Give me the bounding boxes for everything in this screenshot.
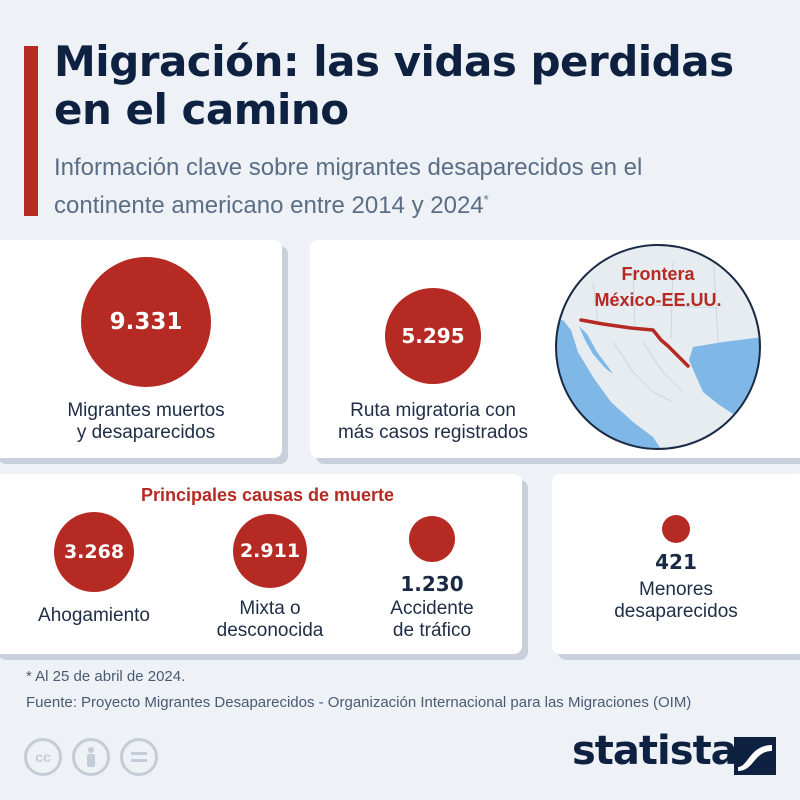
cause-traffic-value: 1.230 — [400, 572, 464, 596]
page-title: Migración: las vidas perdidas en el cami… — [54, 37, 734, 134]
cause-traffic-circle — [409, 516, 455, 562]
total-value: 9.331 — [109, 309, 183, 335]
attribution-icon[interactable] — [72, 738, 110, 776]
statista-logo[interactable]: statista — [572, 728, 738, 774]
route-value: 5.295 — [401, 324, 465, 348]
subtitle-text: Información clave sobre migrantes desapa… — [54, 154, 643, 219]
total-label-line1: Migrantes muertos — [67, 400, 225, 421]
minors-label-line2: desaparecidos — [614, 601, 738, 622]
title-accent-bar — [24, 46, 38, 216]
route-circle: 5.295 — [385, 288, 481, 384]
no-derivatives-icon[interactable] — [120, 738, 158, 776]
page-subtitle: Información clave sobre migrantes desapa… — [54, 152, 754, 222]
cause-drowning-label: Ahogamiento — [14, 605, 174, 627]
total-circle: 9.331 — [81, 257, 211, 387]
cause-traffic-label: Accidente de tráfico — [352, 598, 512, 642]
map-label-line1: Frontera — [621, 264, 695, 284]
border-map: Frontera México-EE.UU. — [555, 244, 761, 450]
minors-card — [552, 474, 800, 654]
cause-traffic-label-line1: Accidente — [390, 598, 474, 619]
cause-drowning-circle: 3.268 — [54, 512, 134, 592]
cc-icon[interactable]: cc — [24, 738, 62, 776]
cause-drowning-value: 3.268 — [63, 541, 125, 563]
minors-value: 421 — [655, 550, 697, 574]
cc-icon-glyph: cc — [35, 749, 51, 765]
source-link[interactable]: Fuente: Proyecto Migrantes Desaparecidos… — [26, 694, 692, 711]
route-label-line2: más casos registrados — [337, 422, 529, 443]
cause-traffic-label-line2: de tráfico — [392, 620, 472, 641]
route-label: Ruta migratoria con más casos registrado… — [320, 400, 546, 444]
cause-unknown-label: Mixta o desconocida — [190, 598, 350, 642]
footnote: * Al 25 de abril de 2024. — [26, 668, 186, 685]
cause-drowning-label-line1: Ahogamiento — [38, 605, 150, 626]
map-label-line2: México-EE.UU. — [594, 290, 721, 310]
total-label-line2: y desaparecidos — [76, 422, 216, 443]
minors-label: Menores desaparecidos — [556, 579, 796, 623]
cause-unknown-value: 2.911 — [239, 540, 301, 562]
total-label: Migrantes muertos y desaparecidos — [0, 400, 292, 444]
causes-title: Principales causas de muerte — [140, 485, 395, 505]
cause-unknown-circle: 2.911 — [233, 514, 307, 588]
statista-logo-icon[interactable] — [734, 737, 776, 775]
cause-unknown-label-line1: Mixta o — [239, 598, 301, 619]
subtitle-footnote-mark: * — [483, 192, 489, 207]
cause-unknown-label-line2: desconocida — [216, 620, 324, 641]
minors-label-line1: Menores — [639, 579, 713, 600]
minors-circle — [662, 515, 690, 543]
route-label-line1: Ruta migratoria con — [350, 400, 516, 421]
